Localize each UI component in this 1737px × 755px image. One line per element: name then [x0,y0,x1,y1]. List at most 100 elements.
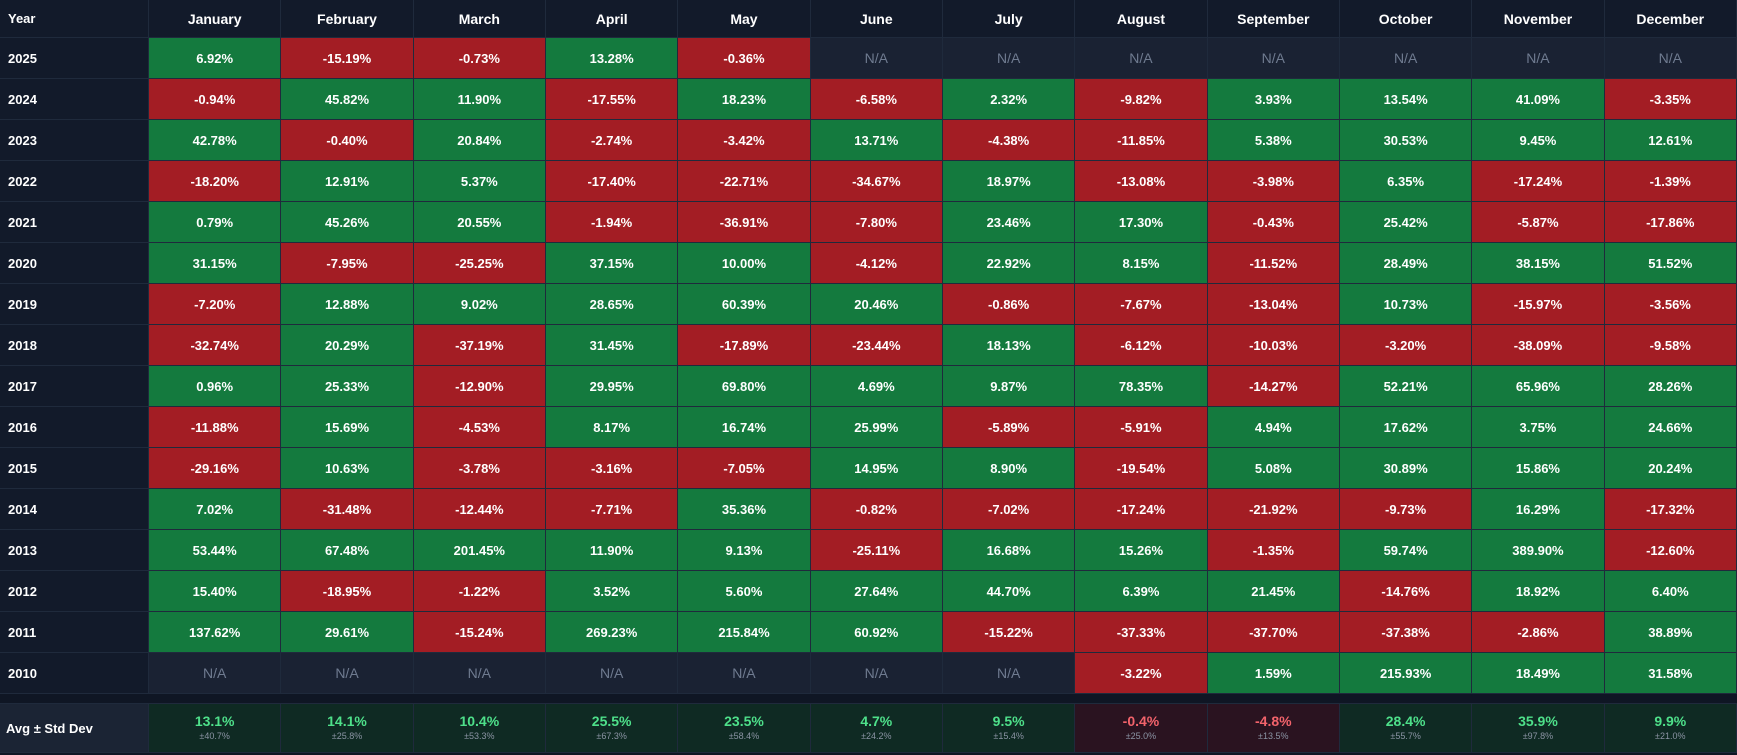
return-cell: 22.92% [942,243,1076,284]
summary-cell: 35.9% ±97.8% [1472,704,1605,753]
return-cell: 38.89% [1604,612,1737,653]
return-cell: 30.53% [1339,120,1473,161]
return-cell: -2.86% [1472,612,1605,653]
year-cell: 2010 [0,653,149,694]
std-dev-value: ±53.3% [464,730,495,741]
return-cell: -25.11% [810,530,943,571]
row-gap [413,694,546,704]
return-cell: 29.95% [545,366,679,407]
return-cell: 8.90% [942,448,1076,489]
return-cell: 5.08% [1207,448,1340,489]
row-gap [942,694,1076,704]
average-value: -4.8% [1255,713,1292,730]
return-cell: 11.90% [413,79,546,120]
year-cell: 2024 [0,79,149,120]
return-cell: -0.86% [942,284,1076,325]
return-cell: -1.35% [1207,530,1340,571]
return-cell: -32.74% [149,325,282,366]
year-cell: 2014 [0,489,149,530]
return-cell: N/A [810,38,943,79]
return-cell: -0.40% [281,120,414,161]
return-cell: 20.29% [281,325,414,366]
return-cell: -19.54% [1075,448,1208,489]
average-value: 28.4% [1385,713,1426,730]
summary-cell: -4.8% ±13.5% [1207,704,1340,753]
return-cell: 14.95% [810,448,943,489]
return-cell: 269.23% [545,612,679,653]
std-dev-value: ±55.7% [1390,730,1421,741]
row-gap [0,694,149,704]
year-cell: 2023 [0,120,149,161]
return-cell: -12.60% [1604,530,1737,571]
row-gap [1339,694,1473,704]
return-cell: -4.38% [942,120,1076,161]
return-cell: -18.20% [149,161,282,202]
return-cell: 201.45% [413,530,546,571]
return-cell: -3.78% [413,448,546,489]
year-cell: 2013 [0,530,149,571]
return-cell: -7.05% [678,448,811,489]
return-cell: 27.64% [810,571,943,612]
return-cell: 9.02% [413,284,546,325]
return-cell: -29.16% [149,448,282,489]
return-cell: 38.15% [1472,243,1605,284]
return-cell: 29.61% [281,612,414,653]
return-cell: 44.70% [942,571,1076,612]
header-month-september: September [1207,0,1340,38]
average-value: 23.5% [724,713,764,730]
return-cell: 23.46% [942,202,1076,243]
return-cell: -13.04% [1207,284,1340,325]
std-dev-value: ±13.5% [1258,730,1289,741]
header-month-march: March [413,0,546,38]
header-month-january: January [149,0,282,38]
return-cell: 16.74% [678,407,811,448]
return-cell: 4.94% [1207,407,1340,448]
return-cell: N/A [942,38,1076,79]
return-cell: -5.89% [942,407,1076,448]
return-cell: -11.85% [1075,120,1208,161]
summary-cell: 9.5% ±15.4% [942,704,1076,753]
year-cell: 2012 [0,571,149,612]
return-cell: 8.15% [1075,243,1208,284]
return-cell: 18.13% [942,325,1076,366]
return-cell: N/A [149,653,282,694]
return-cell: 5.37% [413,161,546,202]
return-cell: -37.33% [1075,612,1208,653]
row-gap [1207,694,1340,704]
return-cell: 9.13% [678,530,811,571]
return-cell: N/A [942,653,1076,694]
return-cell: -15.19% [281,38,414,79]
year-cell: 2020 [0,243,149,284]
return-cell: 8.17% [545,407,679,448]
summary-cell: 13.1% ±40.7% [149,704,282,753]
return-cell: 67.48% [281,530,414,571]
return-cell: -37.70% [1207,612,1340,653]
return-cell: 69.80% [678,366,811,407]
return-cell: 11.90% [545,530,679,571]
average-value: 10.4% [459,713,500,730]
return-cell: -4.12% [810,243,943,284]
row-gap [149,694,282,704]
return-cell: -2.74% [545,120,679,161]
return-cell: 28.26% [1604,366,1737,407]
return-cell: -15.24% [413,612,546,653]
return-cell: -3.98% [1207,161,1340,202]
return-cell: 0.79% [149,202,282,243]
return-cell: 31.58% [1604,653,1737,694]
year-cell: 2022 [0,161,149,202]
average-value: 25.5% [591,713,632,730]
header-month-august: August [1075,0,1208,38]
return-cell: 52.21% [1339,366,1473,407]
return-cell: -23.44% [810,325,943,366]
return-cell: -11.88% [149,407,282,448]
return-cell: -18.95% [281,571,414,612]
return-cell: 45.26% [281,202,414,243]
return-cell: N/A [413,653,546,694]
std-dev-value: ±67.3% [596,730,627,741]
summary-cell: 9.9% ±21.0% [1604,704,1737,753]
return-cell: -17.24% [1075,489,1208,530]
return-cell: -0.82% [810,489,943,530]
return-cell: -17.32% [1604,489,1737,530]
return-cell: -17.40% [545,161,679,202]
